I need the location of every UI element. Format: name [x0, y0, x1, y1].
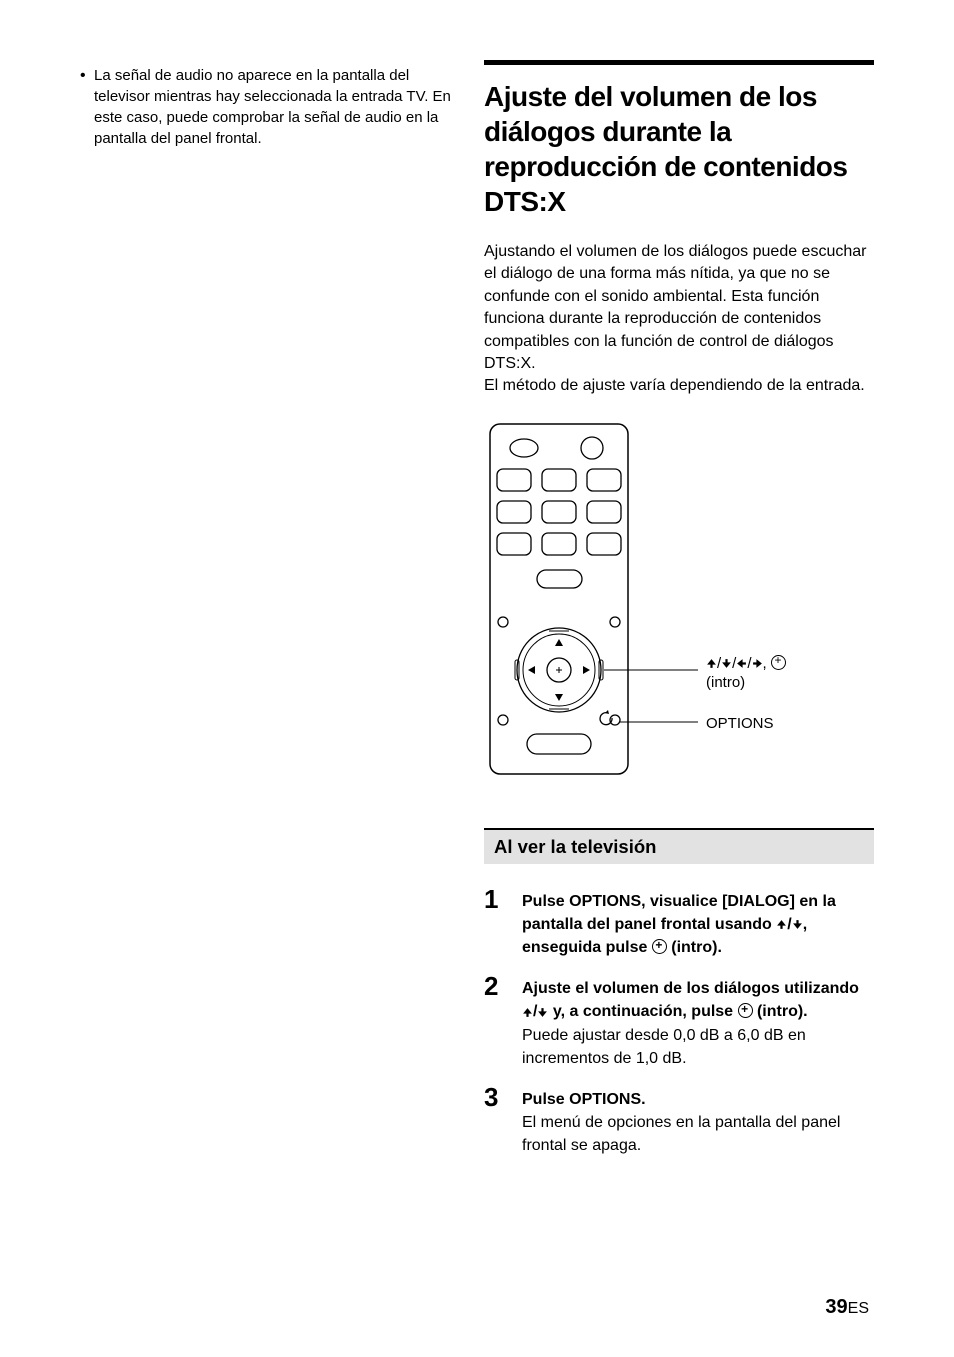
section-rule — [484, 60, 874, 65]
left-column: La señal de audio no aparece en la panta… — [80, 60, 454, 1176]
enter-icon — [771, 655, 786, 670]
step-instruction: Ajuste el volumen de los diálogos utiliz… — [522, 977, 874, 1023]
page-title: Ajuste del volumen de los diálogos duran… — [484, 79, 874, 219]
remote-svg — [484, 418, 704, 778]
callout-dpad: ///, (intro) — [706, 654, 786, 693]
step-instruction: Pulse OPTIONS. — [522, 1088, 874, 1111]
callout-intro-label: (intro) — [706, 674, 745, 691]
section-heading: Al ver la televisión — [484, 828, 874, 864]
bullet-note: La señal de audio no aparece en la panta… — [80, 65, 454, 149]
step-detail: El menú de opciones en la pantalla del p… — [522, 1111, 874, 1157]
step-item: Ajuste el volumen de los diálogos utiliz… — [484, 977, 874, 1070]
enter-icon — [738, 1003, 753, 1018]
step-item: Pulse OPTIONS.El menú de opciones en la … — [484, 1088, 874, 1158]
callout-sep: , — [763, 655, 771, 672]
step-item: Pulse OPTIONS, visualice [DIALOG] en la … — [484, 890, 874, 960]
intro-paragraph: Ajustando el volumen de los diálogos pue… — [484, 241, 874, 398]
remote-diagram: ///, (intro) OPTIONS — [484, 418, 874, 798]
callout-options: OPTIONS — [706, 714, 774, 734]
page-number: 39ES — [825, 1296, 869, 1319]
page-number-value: 39 — [825, 1296, 847, 1318]
step-detail: Puede ajustar desde 0,0 dB a 6,0 dB en i… — [522, 1024, 874, 1070]
steps-list: Pulse OPTIONS, visualice [DIALOG] en la … — [484, 890, 874, 1158]
page-number-suffix: ES — [848, 1300, 869, 1317]
step-instruction: Pulse OPTIONS, visualice [DIALOG] en la … — [522, 890, 874, 960]
right-column: Ajuste del volumen de los diálogos duran… — [484, 60, 874, 1176]
enter-icon — [652, 939, 667, 954]
